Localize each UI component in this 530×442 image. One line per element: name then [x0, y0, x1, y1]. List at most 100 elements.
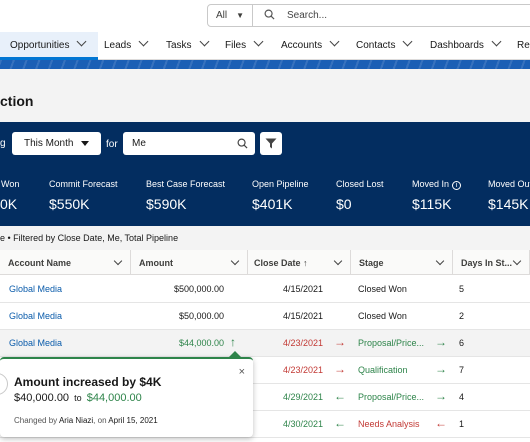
nav-item-reports[interactable]: Rep — [517, 32, 530, 60]
metric-label-moved-out: Moved Out — [488, 179, 530, 189]
stage-cell: Proposal/Price... — [358, 392, 425, 402]
close-date-cell: 4/29/2021 — [283, 392, 324, 402]
days-cell: 1 — [459, 419, 465, 429]
chevron-down-icon[interactable] — [512, 256, 522, 266]
nav-item-leads[interactable]: Leads — [104, 32, 149, 60]
avatar — [0, 373, 8, 395]
metric-value-closed-lost: $0 — [336, 196, 352, 212]
filter-label: g — [0, 138, 6, 149]
global-search-input[interactable]: Search... — [252, 4, 530, 27]
changed-by-prefix: Changed by — [14, 416, 58, 425]
close-date-cell: 4/23/2021 — [283, 338, 324, 348]
info-icon[interactable]: i — [452, 181, 462, 190]
arrow-left-icon[interactable]: ← — [435, 416, 447, 430]
popover-pointer — [229, 351, 241, 357]
chevron-down-icon[interactable] — [230, 256, 240, 266]
arrow-right-icon[interactable]: → — [435, 362, 447, 376]
filter-button[interactable] — [260, 132, 282, 155]
moved-in-text: Moved In — [412, 179, 450, 189]
column-header-days-in-stage[interactable]: Days In St... — [453, 250, 530, 275]
new-value: $44,000.00 — [86, 392, 142, 404]
column-header-label: Close Date ↑ — [254, 258, 308, 268]
chevron-down-icon[interactable] — [491, 36, 502, 47]
column-header-account-name[interactable]: Account Name — [0, 250, 131, 275]
account-link[interactable]: Global Media — [9, 311, 63, 321]
account-link[interactable]: Global Media — [9, 338, 63, 348]
nav-item-opportunities[interactable]: Opportunities — [0, 32, 98, 60]
nav-item-accounts[interactable]: Accounts — [281, 32, 340, 60]
arrow-right-icon[interactable]: → — [334, 362, 346, 376]
nav-label: Dashboards — [430, 40, 484, 51]
chevron-down-icon[interactable] — [403, 36, 413, 47]
popover-changed-by: Changed by Aria Niazi, on April 15, 2021 — [14, 416, 158, 425]
close-icon[interactable]: × — [238, 366, 245, 378]
arrow-right-icon[interactable]: → — [334, 335, 346, 349]
nav-item-contacts[interactable]: Contacts — [356, 32, 413, 60]
arrow-left-icon[interactable]: ← — [334, 389, 346, 403]
table-row[interactable]: Global Media $50,000.00 4/15/2021 Closed… — [0, 303, 530, 330]
change-date: April 15, 2021 — [108, 416, 158, 425]
for-label: for — [106, 139, 118, 150]
metric-value-commit: $550K — [49, 196, 90, 212]
arrow-right-icon[interactable]: → — [435, 335, 447, 349]
stage-cell: Qualification — [358, 365, 408, 375]
nav-label: Tasks — [166, 40, 192, 51]
search-icon — [264, 9, 275, 20]
nav-item-files[interactable]: Files — [225, 32, 264, 60]
metric-label-closed-lost: Closed Lost — [336, 179, 384, 189]
chevron-down-icon[interactable] — [329, 36, 340, 47]
nav-label: Accounts — [281, 40, 323, 51]
to-label: to — [74, 393, 82, 403]
stage-cell: Closed Won — [358, 311, 407, 321]
opportunities-table: Account Name Amount Close Date ↑ Stage D… — [0, 250, 530, 442]
brand-banner — [0, 60, 530, 69]
column-header-amount[interactable]: Amount — [131, 250, 248, 275]
chevron-down-icon[interactable] — [77, 36, 87, 47]
filter-icon — [265, 138, 277, 149]
chevron-down-icon[interactable] — [253, 36, 264, 47]
table-row[interactable]: Global Media $500,000.00 4/15/2021 Close… — [0, 276, 530, 303]
chevron-down-icon[interactable] — [435, 256, 445, 266]
nav-label: Contacts — [356, 40, 396, 51]
search-scope-select[interactable]: All ▼ — [207, 4, 253, 27]
days-cell: 4 — [459, 392, 465, 402]
close-date-cell: 4/30/2021 — [283, 419, 324, 429]
period-select[interactable]: This Month — [12, 132, 101, 155]
column-header-label: Days In St... — [461, 258, 513, 268]
chevron-down-icon[interactable] — [333, 256, 343, 266]
amount-cell: $500,000.00 — [173, 284, 224, 294]
days-cell: 7 — [459, 365, 465, 375]
owner-value: Me — [132, 138, 146, 149]
nav-item-tasks[interactable]: Tasks — [166, 32, 210, 60]
chevron-down-icon[interactable] — [138, 36, 149, 47]
owner-search-input[interactable]: Me — [123, 132, 255, 155]
chevron-down-icon[interactable] — [199, 36, 210, 47]
days-cell: 2 — [459, 311, 465, 321]
account-link[interactable]: Global Media — [9, 284, 63, 294]
arrow-up-icon[interactable]: ↑ — [230, 335, 236, 349]
popover-values: $40,000.00 to $44,000.00 — [14, 392, 142, 404]
arrow-left-icon[interactable]: ← — [334, 416, 346, 430]
metric-value-won: 0K — [0, 196, 18, 212]
column-header-close-date[interactable]: Close Date ↑ — [248, 250, 351, 275]
close-date-cell: 4/15/2021 — [283, 311, 324, 321]
column-header-label: Account Name — [8, 258, 72, 268]
nav-item-dashboards[interactable]: Dashboards — [430, 32, 502, 60]
metric-value-moved-out: $145K — [488, 196, 529, 212]
arrow-right-icon[interactable]: → — [435, 389, 447, 403]
stage-cell: Proposal/Price... — [358, 338, 425, 348]
caret-down-icon — [81, 141, 89, 146]
chevron-down-icon: ▼ — [236, 11, 244, 20]
old-value: $40,000.00 — [14, 392, 70, 404]
close-date-cell: 4/23/2021 — [283, 365, 324, 375]
column-header-stage[interactable]: Stage — [351, 250, 453, 275]
metric-label-won: Won — [1, 179, 20, 189]
metric-label-commit: Commit Forecast — [49, 179, 118, 189]
changed-by-user: Aria Niazi — [58, 416, 94, 425]
column-header-label: Stage — [359, 258, 384, 268]
table-row[interactable]: Global Media $44,000.00 ↑ 4/23/2021 → Pr… — [0, 330, 530, 357]
days-cell: 6 — [459, 338, 465, 348]
change-popover: Amount increased by $4K $40,000.00 to $4… — [0, 351, 253, 437]
chevron-down-icon[interactable] — [113, 256, 123, 266]
app-navigation: Opportunities Leads Tasks Files Accounts… — [0, 32, 530, 60]
